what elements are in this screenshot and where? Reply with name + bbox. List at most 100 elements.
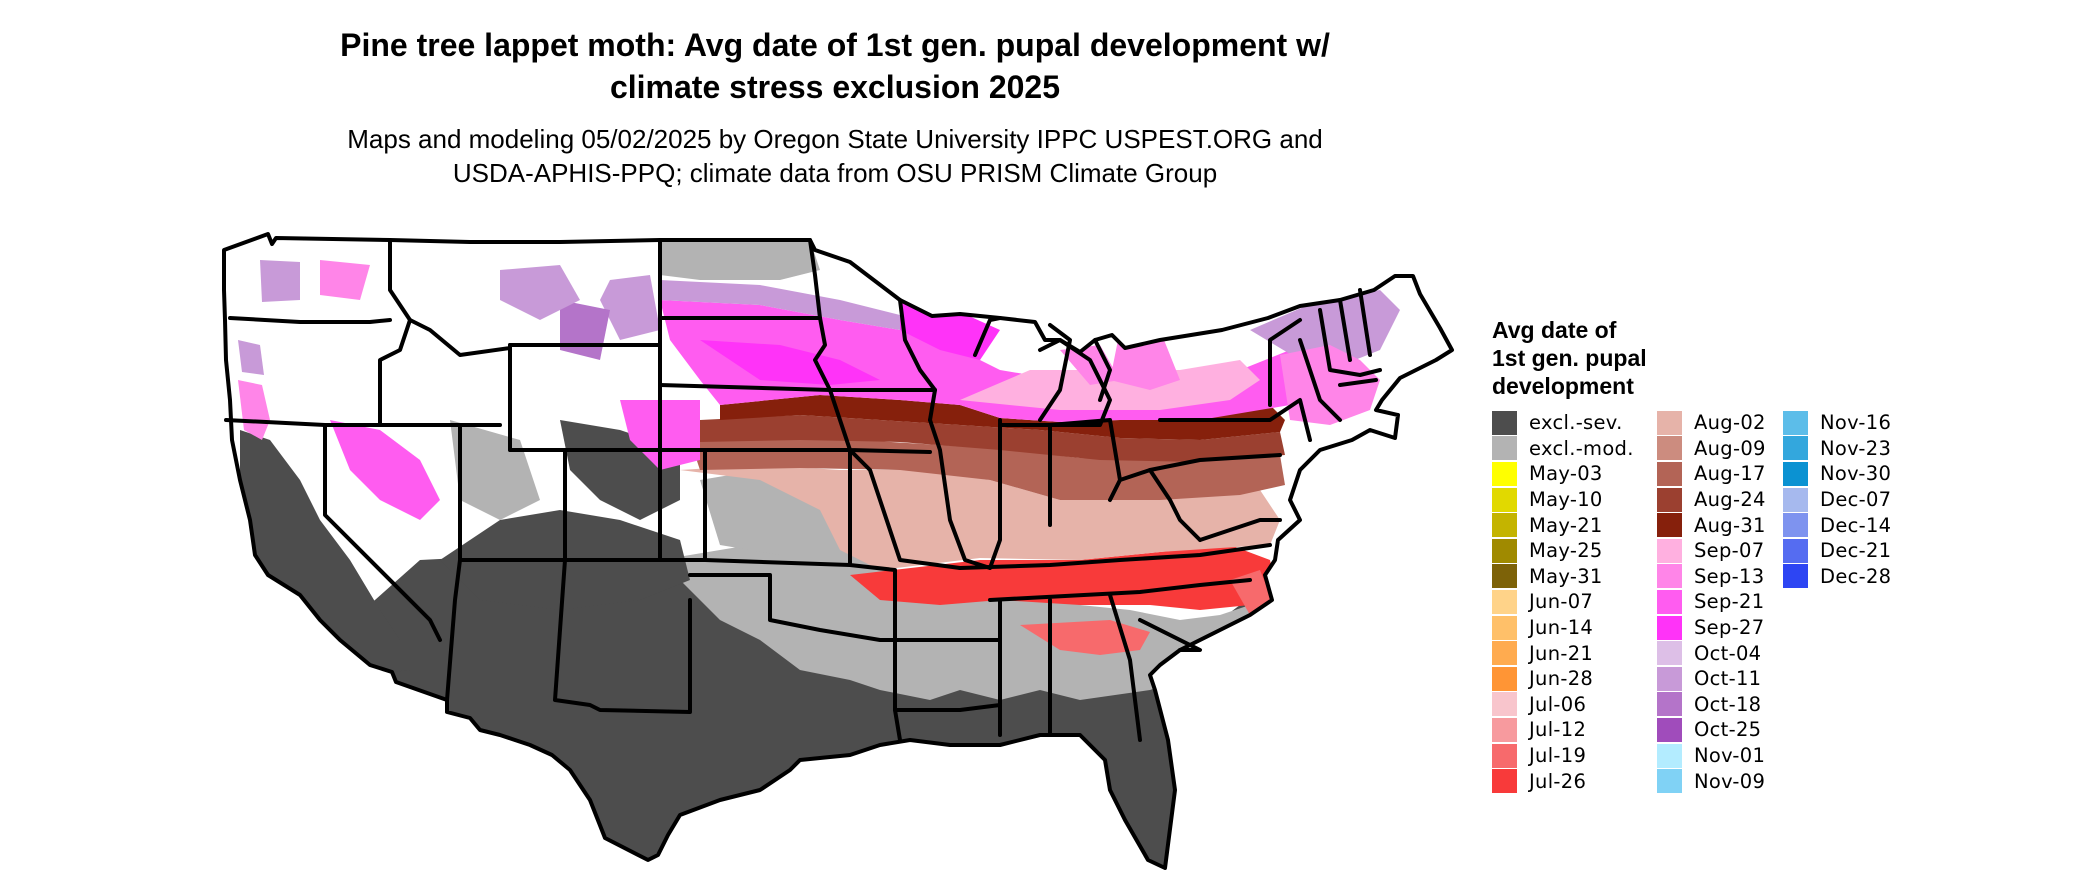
legend-swatch <box>1492 487 1517 512</box>
legend-label: Aug-09 <box>1694 436 1766 460</box>
legend-item: Dec-07 <box>1783 487 1891 513</box>
legend-item: Nov-30 <box>1783 461 1891 487</box>
legend-label: Oct-04 <box>1694 641 1762 665</box>
legend-label: Nov-16 <box>1820 411 1892 435</box>
legend-swatch <box>1657 615 1682 640</box>
legend-swatch <box>1657 538 1682 563</box>
legend-swatch <box>1492 743 1517 768</box>
legend-item: Jul-06 <box>1492 692 1634 718</box>
legend-swatch <box>1783 538 1808 563</box>
legend-swatch <box>1492 692 1517 717</box>
legend-column-1: excl.-sev. excl.-mod. May-03 May-10 May-21 Ma… <box>1492 410 1634 794</box>
legend-swatch <box>1657 436 1682 461</box>
legend-label: Dec-14 <box>1820 513 1892 537</box>
legend-item: Oct-18 <box>1657 692 1766 718</box>
legend-item: Jun-28 <box>1492 666 1634 692</box>
legend-swatch <box>1783 436 1808 461</box>
legend-swatch <box>1657 513 1682 538</box>
legend-swatch <box>1657 461 1682 486</box>
legend-swatch <box>1657 743 1682 768</box>
legend-swatch <box>1657 692 1682 717</box>
legend-swatch <box>1657 487 1682 512</box>
legend-item: Dec-14 <box>1783 512 1891 538</box>
map-subtitle-line-1: Maps and modeling 05/02/2025 by Oregon S… <box>347 124 1323 154</box>
state-borders <box>222 232 1454 870</box>
legend-label: Jun-14 <box>1529 616 1594 640</box>
legend-item: Dec-28 <box>1783 564 1891 590</box>
legend-swatch <box>1492 615 1517 640</box>
legend-label: May-31 <box>1529 564 1603 588</box>
legend-label: Aug-24 <box>1694 488 1766 512</box>
legend-item: May-31 <box>1492 564 1634 590</box>
map-title: Pine tree lappet moth: Avg date of 1st g… <box>230 24 1440 108</box>
legend-label: Jun-28 <box>1529 667 1594 691</box>
legend-item: Sep-27 <box>1657 615 1766 641</box>
legend-swatch <box>1657 410 1682 435</box>
legend-swatch <box>1657 564 1682 589</box>
legend-label: Jul-06 <box>1529 692 1587 716</box>
legend-label: Jul-19 <box>1529 744 1587 768</box>
legend-swatch <box>1492 564 1517 589</box>
legend-title-line: 1st gen. pupal <box>1492 345 1647 371</box>
legend-swatch <box>1492 436 1517 461</box>
legend-label: Nov-30 <box>1820 462 1892 486</box>
legend-label: May-25 <box>1529 539 1603 563</box>
legend-item: Aug-31 <box>1657 512 1766 538</box>
legend-item: Sep-13 <box>1657 564 1766 590</box>
legend-item: Jul-12 <box>1492 717 1634 743</box>
legend-item: Nov-09 <box>1657 768 1766 794</box>
legend-swatch <box>1783 564 1808 589</box>
legend-label: Aug-17 <box>1694 462 1766 486</box>
legend-item: Nov-23 <box>1783 436 1891 462</box>
map-subtitle: Maps and modeling 05/02/2025 by Oregon S… <box>230 122 1440 190</box>
legend-item: Nov-01 <box>1657 743 1766 769</box>
legend-swatch <box>1492 717 1517 742</box>
legend-swatch <box>1492 769 1517 794</box>
legend-label: Nov-09 <box>1694 769 1766 793</box>
legend-label: excl.-mod. <box>1529 436 1634 460</box>
legend-swatch <box>1657 641 1682 666</box>
legend-label: Jul-12 <box>1529 718 1587 742</box>
map-subtitle-line-2: USDA-APHIS-PPQ; climate data from OSU PR… <box>452 158 1218 188</box>
legend-swatch <box>1492 589 1517 614</box>
legend-swatch <box>1492 461 1517 486</box>
legend-column-3: Nov-16 Nov-23 Nov-30 Dec-07 Dec-14 Dec-21 Dec-… <box>1783 410 1891 589</box>
legend-title-line: development <box>1492 373 1634 399</box>
legend-label: Sep-27 <box>1694 616 1765 640</box>
legend-item: May-25 <box>1492 538 1634 564</box>
legend-item: May-10 <box>1492 487 1634 513</box>
legend-swatch <box>1492 513 1517 538</box>
legend-item: Dec-21 <box>1783 538 1891 564</box>
legend-swatch <box>1492 538 1517 563</box>
legend-item: Aug-02 <box>1657 410 1766 436</box>
legend-label: Dec-07 <box>1820 488 1892 512</box>
legend-item: Jul-19 <box>1492 743 1634 769</box>
legend-swatch <box>1783 410 1808 435</box>
legend-label: Jun-07 <box>1529 590 1594 614</box>
legend-label: Dec-21 <box>1820 539 1892 563</box>
legend-label: Sep-13 <box>1694 564 1765 588</box>
legend-title-line: Avg date of <box>1492 317 1617 343</box>
legend-item: Aug-24 <box>1657 487 1766 513</box>
legend-item: Oct-25 <box>1657 717 1766 743</box>
legend-label: Oct-25 <box>1694 718 1762 742</box>
legend-swatch <box>1492 641 1517 666</box>
legend-item: Sep-21 <box>1657 589 1766 615</box>
legend-swatch <box>1492 666 1517 691</box>
legend-label: Nov-01 <box>1694 744 1766 768</box>
legend-item: Jun-14 <box>1492 615 1634 641</box>
legend-swatch <box>1657 717 1682 742</box>
legend-item: Aug-17 <box>1657 461 1766 487</box>
legend-item: excl.-sev. <box>1492 410 1634 436</box>
legend-label: Sep-21 <box>1694 590 1765 614</box>
legend-label: Nov-23 <box>1820 436 1892 460</box>
map-title-line-1: Pine tree lappet moth: Avg date of 1st g… <box>340 27 1330 63</box>
legend-item: Nov-16 <box>1783 410 1891 436</box>
legend-label: Jun-21 <box>1529 641 1594 665</box>
legend-label: Jul-26 <box>1529 769 1587 793</box>
legend-item: Oct-04 <box>1657 640 1766 666</box>
legend-label: Oct-11 <box>1694 667 1762 691</box>
legend-title: Avg date of 1st gen. pupal development <box>1492 316 1647 400</box>
legend-item: May-21 <box>1492 512 1634 538</box>
legend-item: Jun-07 <box>1492 589 1634 615</box>
